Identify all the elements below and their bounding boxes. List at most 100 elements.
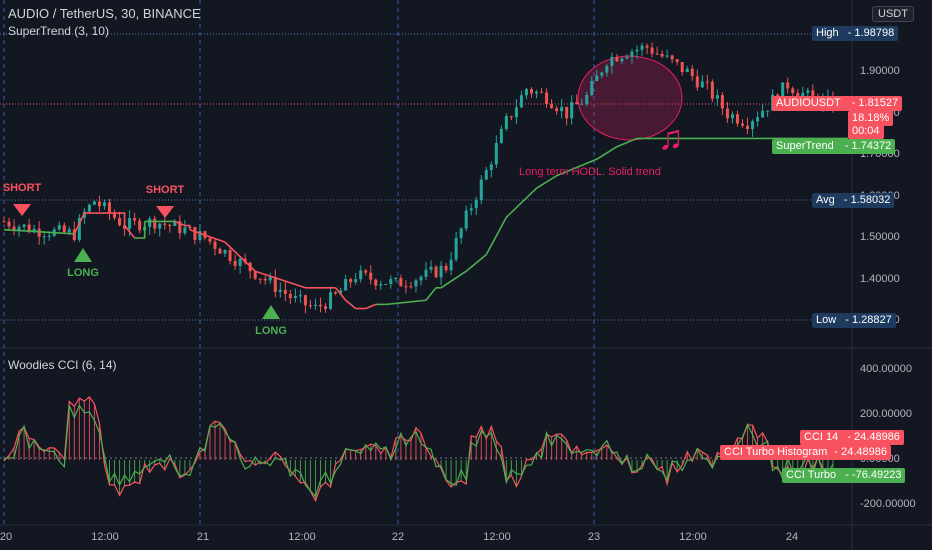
cci-lines bbox=[3, 396, 834, 503]
candle-body bbox=[298, 295, 302, 297]
low-label-value: 1.28827 bbox=[851, 314, 892, 326]
candle-body bbox=[369, 272, 373, 280]
candle-body bbox=[424, 269, 428, 277]
time-axis-label: 12:00 bbox=[679, 531, 707, 543]
candle-body bbox=[183, 227, 187, 234]
indicator-legend[interactable]: SuperTrend (3, 10) bbox=[8, 24, 109, 38]
candle-body bbox=[193, 226, 197, 240]
cci14-label: CCI 14 - 24.48986 bbox=[800, 430, 904, 445]
avg-label: Avg - 1.58032 bbox=[812, 193, 895, 208]
supertrend-segment bbox=[556, 170, 567, 177]
price-ticks-label: 1.50000 bbox=[860, 231, 900, 243]
candle-body bbox=[67, 229, 71, 233]
candle-body bbox=[751, 121, 755, 130]
candle-body bbox=[735, 114, 739, 124]
supertrend-segment bbox=[345, 299, 357, 310]
candle-body bbox=[540, 91, 544, 93]
supertrend-segment bbox=[184, 224, 191, 230]
candle-body bbox=[303, 295, 307, 306]
candle-body bbox=[680, 62, 684, 73]
supertrend-segment bbox=[119, 212, 126, 226]
candle-body bbox=[213, 241, 217, 249]
supertrend-segment bbox=[174, 220, 186, 227]
candle-body bbox=[223, 250, 227, 254]
high-label: High - 1.98798 bbox=[812, 26, 899, 41]
candle-body bbox=[399, 277, 403, 287]
supertrend-label-name: SuperTrend bbox=[776, 140, 834, 152]
supertrend-label: SuperTrend - 1.74372 bbox=[772, 139, 896, 154]
candle-body bbox=[509, 116, 513, 118]
candle-body bbox=[198, 231, 202, 240]
candle-body bbox=[419, 276, 423, 281]
time-axis-label: 21 bbox=[196, 531, 210, 543]
time-axis-label: 24 bbox=[785, 531, 799, 543]
bar-countdown: 00:04 bbox=[848, 124, 884, 139]
cci-turbo-label-name: CCI Turbo bbox=[786, 469, 837, 481]
candle-body bbox=[725, 108, 729, 119]
candle-body bbox=[288, 293, 292, 299]
currency-button[interactable]: USDT bbox=[872, 6, 914, 22]
candle-body bbox=[308, 305, 312, 307]
candle-body bbox=[670, 55, 674, 60]
candle-body bbox=[62, 225, 66, 233]
candle-body bbox=[660, 53, 664, 57]
candle-body bbox=[715, 95, 719, 99]
candle-body bbox=[138, 220, 142, 231]
candle-body bbox=[258, 278, 262, 280]
candle-body bbox=[253, 271, 257, 279]
short-arrow-2 bbox=[156, 206, 174, 218]
candle-body bbox=[414, 280, 418, 287]
supertrend-segment bbox=[536, 175, 558, 189]
annotation-ellipse-shape bbox=[577, 55, 683, 141]
candle-body bbox=[17, 226, 21, 231]
supertrend-line bbox=[3, 137, 848, 310]
last-price-label: AUDIOUSDT - 1.81527 bbox=[772, 96, 903, 111]
candle-body bbox=[796, 93, 800, 97]
symbol-price-name: AUDIOUSDT bbox=[776, 97, 841, 109]
candle-body bbox=[339, 290, 343, 294]
candle-body bbox=[37, 228, 41, 237]
high-label-name: High bbox=[816, 27, 839, 39]
avg-label-name: Avg bbox=[816, 194, 835, 206]
long-arrow-2 bbox=[262, 305, 280, 319]
candle-body bbox=[263, 278, 267, 281]
cci-ticks-label: 400.00000 bbox=[860, 363, 912, 375]
short-arrow-1 bbox=[13, 204, 31, 216]
time-axis-label: 22 bbox=[391, 531, 405, 543]
cci-ticks-label: 200.00000 bbox=[860, 408, 912, 420]
candle-body bbox=[766, 110, 770, 112]
supertrend-segment bbox=[254, 270, 306, 289]
candle-body bbox=[595, 75, 599, 82]
candle-body bbox=[444, 265, 448, 271]
time-axis-label: 12:00 bbox=[91, 531, 119, 543]
candle-body bbox=[580, 103, 584, 105]
candle-body bbox=[560, 106, 564, 112]
candle-body bbox=[710, 81, 714, 99]
candle-body bbox=[494, 143, 498, 165]
candle-body bbox=[620, 58, 624, 62]
supertrend-segment bbox=[485, 216, 508, 255]
time-axis-label: 20 bbox=[0, 531, 13, 543]
music-note-icon[interactable]: ♫ bbox=[658, 119, 684, 157]
candlesticks bbox=[2, 42, 835, 314]
cci-legend[interactable]: Woodies CCI (6, 14) bbox=[8, 358, 117, 372]
candle-body bbox=[313, 304, 317, 306]
candle-body bbox=[605, 65, 609, 73]
supertrend-segment bbox=[616, 137, 638, 148]
cci-ticks-label: -200.00000 bbox=[860, 498, 916, 510]
supertrend-segment bbox=[566, 158, 598, 173]
candle-body bbox=[233, 260, 237, 266]
candle-body bbox=[379, 284, 383, 286]
candle-body bbox=[324, 306, 328, 309]
candle-body bbox=[630, 51, 634, 57]
candle-body bbox=[57, 225, 61, 230]
candle-body bbox=[394, 277, 398, 280]
candle-body bbox=[545, 92, 549, 105]
supertrend-segment bbox=[334, 287, 347, 301]
candle-body bbox=[354, 279, 358, 283]
supertrend-segment bbox=[596, 146, 618, 160]
annotation-text[interactable]: Long term HODL. Solid trend bbox=[519, 166, 661, 178]
candle-body bbox=[107, 202, 112, 214]
signal-markers bbox=[13, 204, 280, 319]
